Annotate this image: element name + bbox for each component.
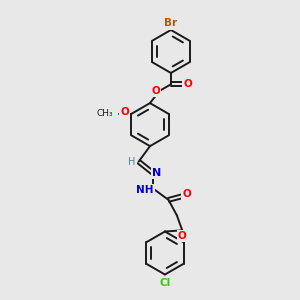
Text: O: O: [120, 107, 129, 117]
Text: N: N: [152, 168, 161, 178]
Text: H: H: [128, 157, 136, 166]
Text: NH: NH: [136, 185, 153, 195]
Text: Br: Br: [164, 18, 178, 28]
Text: O: O: [182, 189, 191, 199]
Text: O: O: [184, 79, 192, 89]
Text: CH₃: CH₃: [96, 110, 113, 118]
Text: O: O: [151, 86, 160, 96]
Text: O: O: [178, 231, 187, 241]
Text: Cl: Cl: [159, 278, 171, 288]
